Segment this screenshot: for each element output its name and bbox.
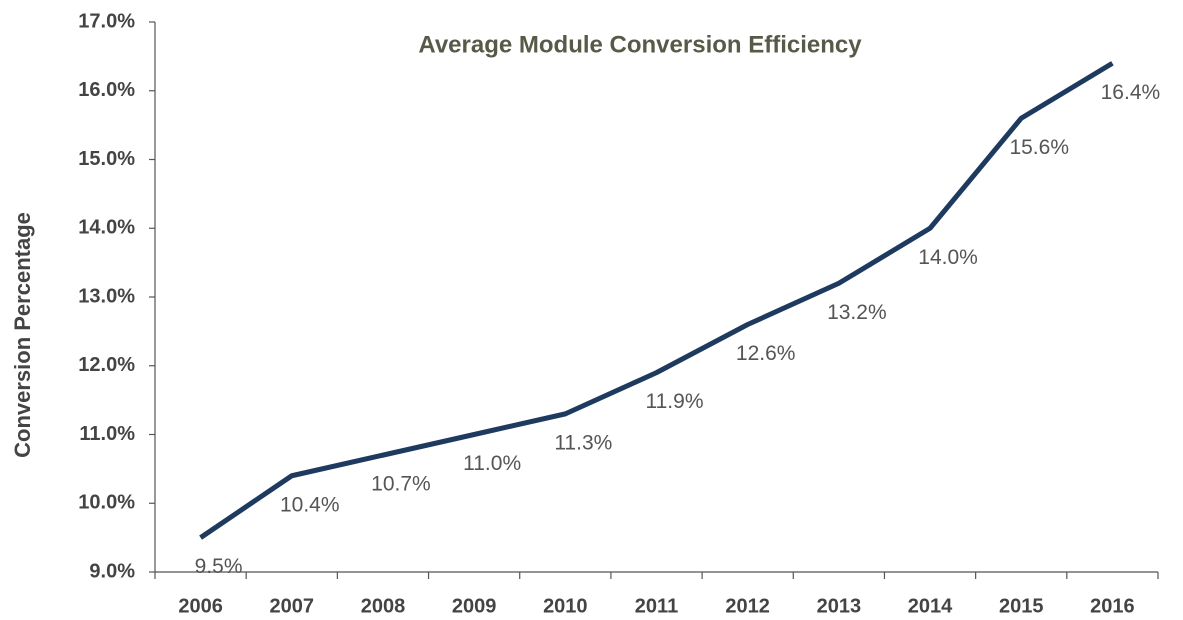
data-label: 15.6%	[1009, 136, 1069, 159]
data-label: 10.4%	[280, 493, 340, 516]
y-tick-label: 14.0%	[78, 217, 135, 239]
y-tick-label: 16.0%	[78, 79, 135, 101]
y-tick-label: 9.0%	[89, 560, 135, 582]
x-tick-label: 2007	[270, 595, 315, 617]
data-label: 9.5%	[195, 555, 243, 578]
x-tick-label: 2014	[908, 595, 953, 617]
line	[199, 61, 1114, 540]
x-tick-label: 2015	[999, 595, 1044, 617]
y-tick-label: 11.0%	[79, 423, 135, 445]
y-tick-label: 12.0%	[78, 354, 135, 376]
x-tick-label: 2012	[725, 595, 770, 617]
y-tick-label: 10.0%	[78, 492, 135, 514]
data-label: 13.2%	[827, 301, 887, 324]
data-label: 14.0%	[918, 246, 978, 269]
data-label: 16.4%	[1101, 81, 1161, 104]
chart-title: Average Module Conversion Efficiency	[418, 31, 862, 58]
data-label: 10.7%	[371, 473, 431, 496]
data-label: 11.0%	[463, 452, 521, 475]
data-label: 11.9%	[646, 390, 704, 413]
x-tick-label: 2011	[635, 595, 678, 617]
x-tick-label: 2008	[361, 595, 406, 617]
x-tick-label: 2006	[178, 595, 223, 617]
y-tick-label: 13.0%	[78, 285, 135, 307]
data-label: 11.3%	[554, 431, 612, 454]
data-label: 12.6%	[736, 342, 796, 365]
x-tick-label: 2016	[1090, 595, 1135, 617]
x-tick-label: 2013	[817, 595, 862, 617]
y-tick-label: 15.0%	[78, 148, 135, 170]
x-tick-label: 2009	[452, 595, 497, 617]
y-tick-label: 17.0%	[78, 10, 135, 32]
y-axis-label: Conversion Percentage	[10, 212, 35, 458]
x-tick-label: 2010	[543, 595, 588, 617]
